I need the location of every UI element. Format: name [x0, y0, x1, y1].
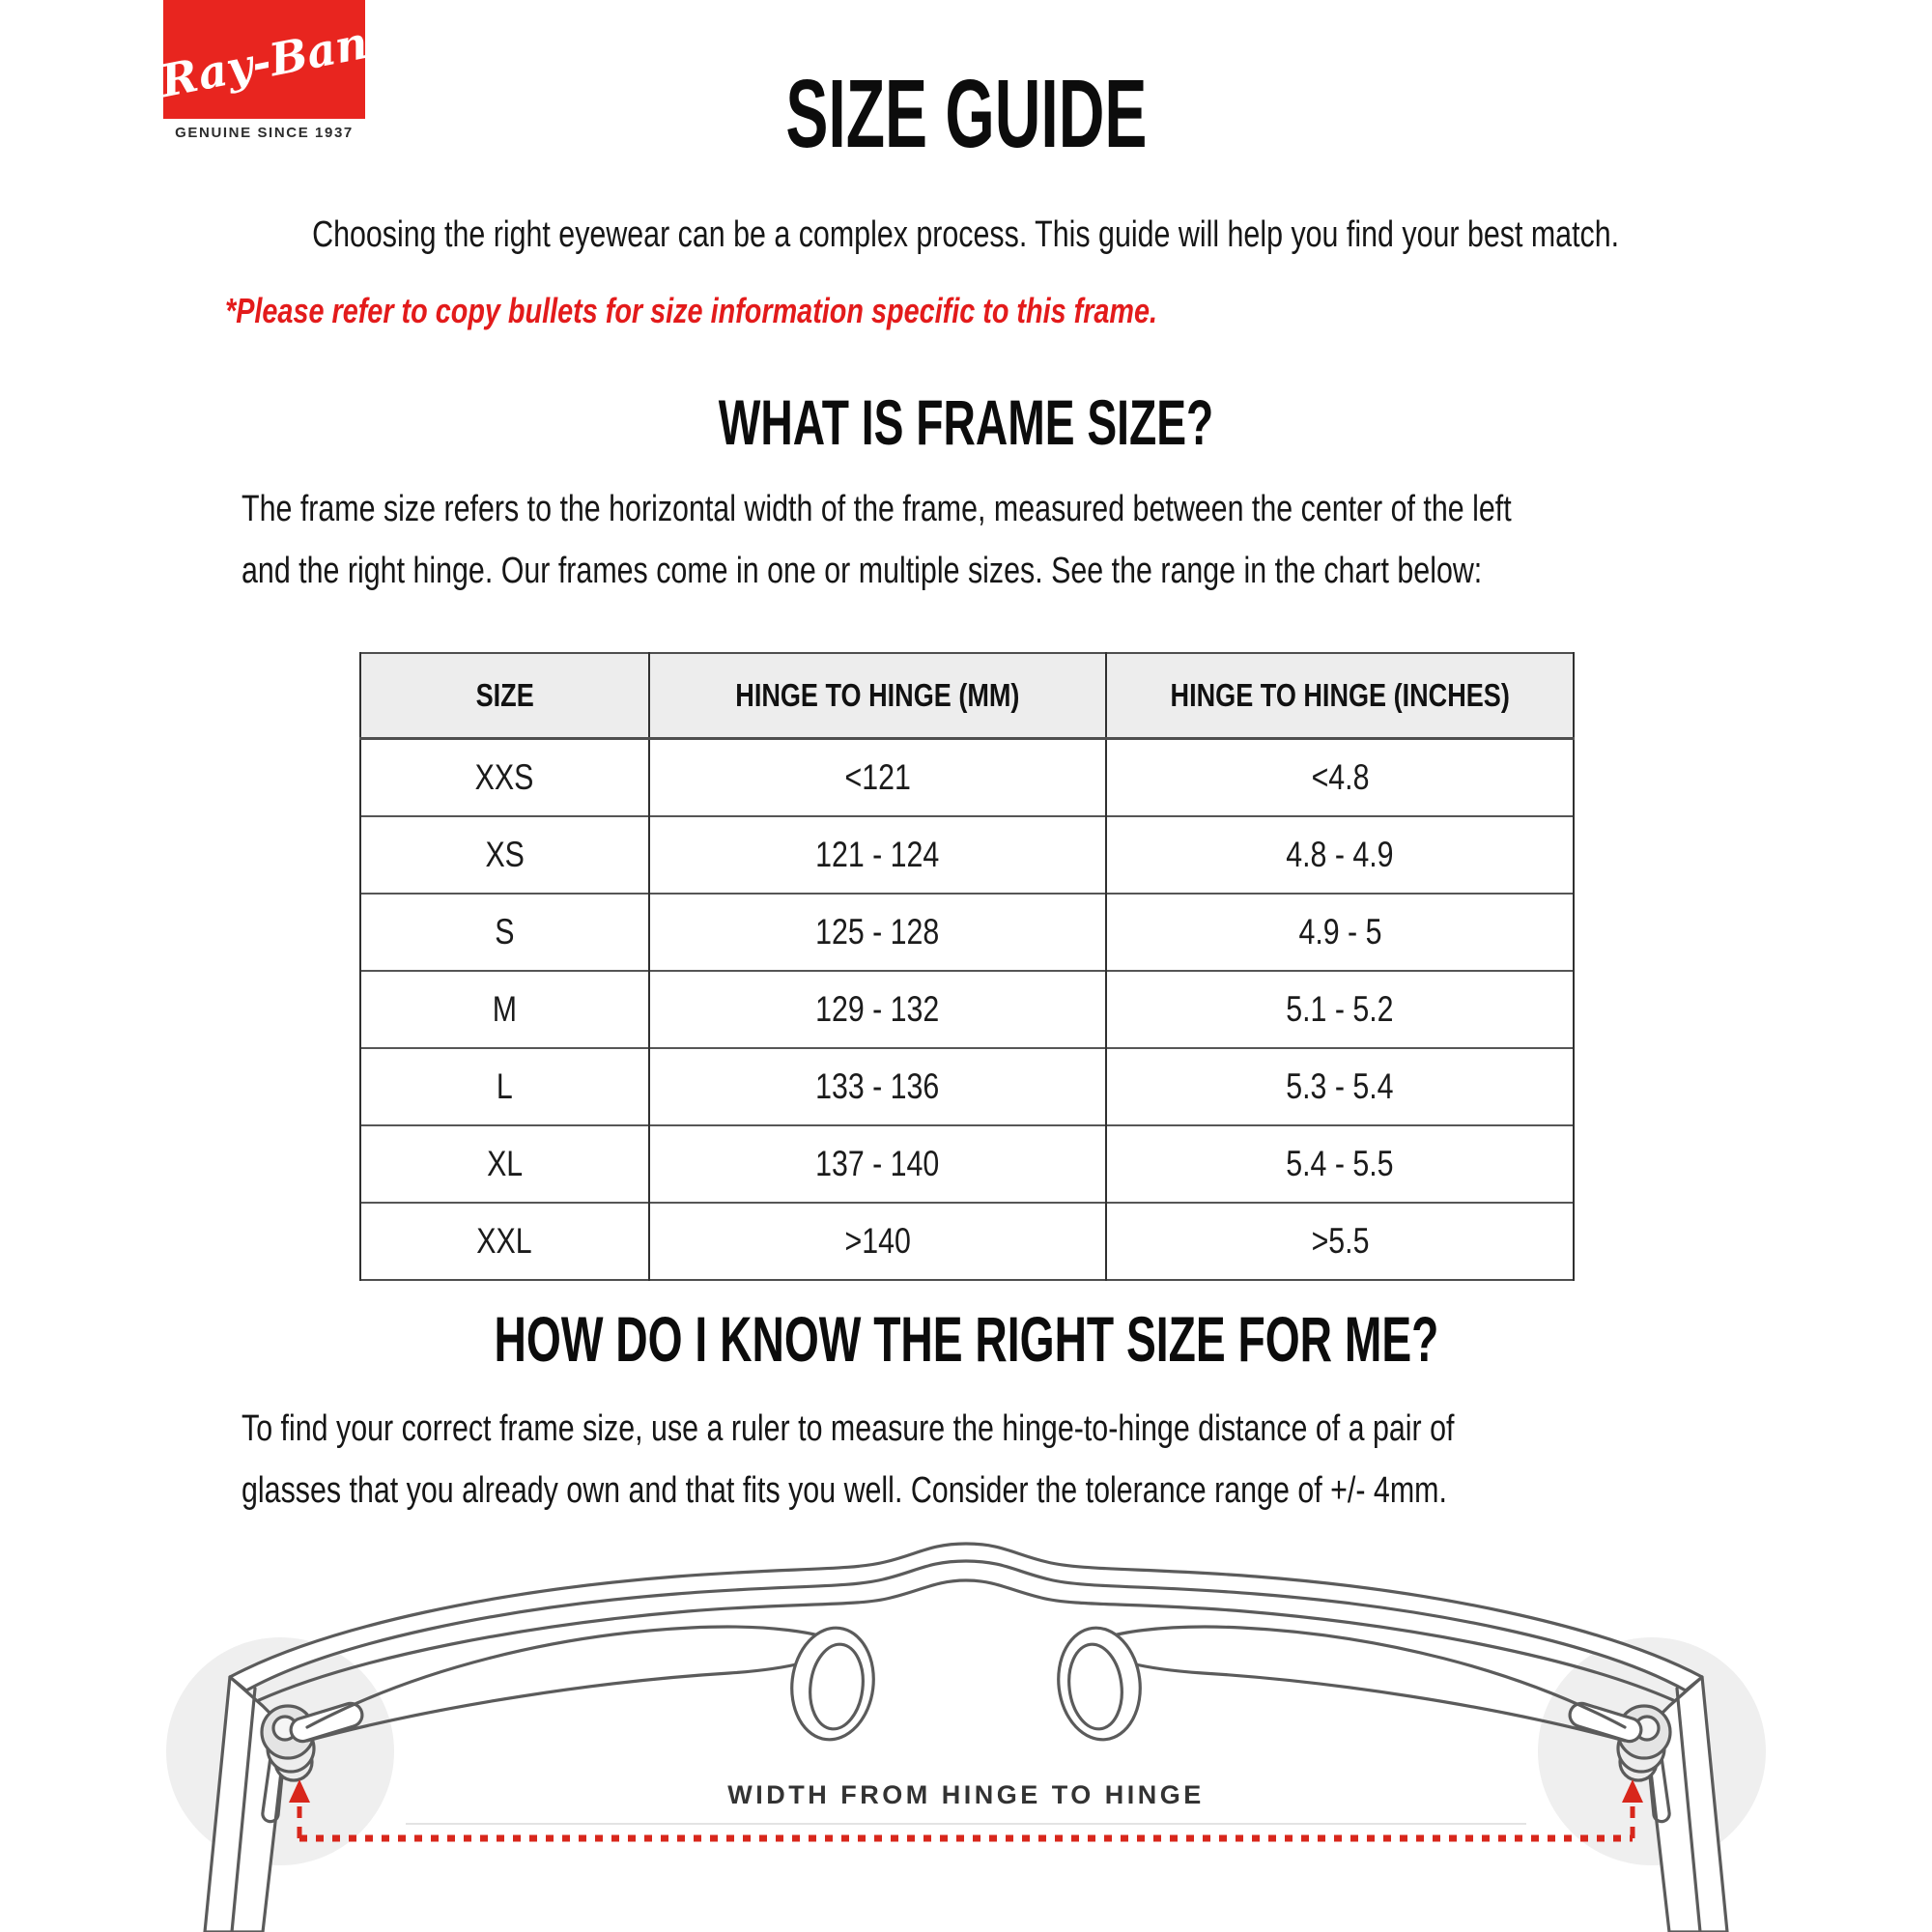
table-row-xxl: XXL >140 >5.5 [359, 1202, 1575, 1280]
frame-size-paragraph-line-2: and the right hinge. Our frames come in … [242, 540, 1829, 602]
size-value: XXS [475, 757, 534, 797]
inches-cell: 4.9 - 5 [1105, 893, 1575, 971]
size-cell: L [359, 1047, 650, 1125]
inches-cell: >5.5 [1105, 1202, 1575, 1280]
size-value: XXL [476, 1221, 533, 1261]
mm-value: 133 - 136 [815, 1066, 940, 1106]
inches-value: 4.9 - 5 [1298, 912, 1382, 952]
size-table-header-row: SIZE HINGE TO HINGE (MM) HINGE TO HINGE … [359, 653, 1575, 740]
note-text-line: *Please refer to copy bullets for size i… [225, 291, 1158, 330]
temple-tip-loop [261, 1748, 285, 1824]
inches-cell: 5.3 - 5.4 [1105, 1047, 1575, 1125]
left-temple-and-hinge [166, 1637, 394, 1932]
size-table: SIZE HINGE TO HINGE (MM) HINGE TO HINGE … [359, 652, 1575, 1281]
size-cell: XS [359, 815, 650, 894]
inches-value: 4.8 - 4.9 [1286, 835, 1394, 874]
size-value: S [495, 912, 515, 952]
size-value: L [497, 1066, 513, 1106]
frame-size-paragraph-line-1: The frame size refers to the horizontal … [242, 478, 1829, 540]
frame-size-line-1-text: The frame size refers to the horizontal … [242, 489, 1512, 529]
mm-cell: 121 - 124 [647, 815, 1108, 894]
inches-value: <4.8 [1311, 757, 1370, 797]
inches-cell: 5.1 - 5.2 [1105, 970, 1575, 1048]
column-header-hinge-inches-text: HINGE TO HINGE (INCHES) [1170, 677, 1510, 713]
frame-size-line-2-text: and the right hinge. Our frames come in … [242, 551, 1483, 591]
mm-cell: 133 - 136 [647, 1047, 1108, 1125]
section-heading-right-size: HOW DO I KNOW THE RIGHT SIZE FOR ME? [0, 1307, 1932, 1371]
column-header-hinge-mm: HINGE TO HINGE (MM) [647, 653, 1108, 740]
inches-value: >5.5 [1311, 1221, 1370, 1261]
size-cell: XXS [359, 737, 650, 816]
inches-value: 5.1 - 5.2 [1286, 989, 1394, 1029]
brow-line [257, 1578, 1675, 1702]
hinge-width-measurement [289, 1779, 1643, 1842]
table-row-s: S 125 - 128 4.9 - 5 [359, 893, 1575, 971]
section-heading-frame-size: WHAT IS FRAME SIZE? [0, 390, 1932, 454]
mm-cell: 125 - 128 [647, 893, 1108, 971]
page-title: SIZE GUIDE [0, 66, 1932, 162]
table-row-xl: XL 137 - 140 5.4 - 5.5 [359, 1124, 1575, 1203]
mm-value: 137 - 140 [815, 1144, 940, 1183]
left-lens-and-nosepad [289, 1625, 875, 1744]
mm-cell: >140 [647, 1202, 1108, 1280]
temple-edge-line [230, 1687, 257, 1932]
intro-text: Choosing the right eyewear can be a comp… [0, 214, 1932, 256]
inches-value: 5.3 - 5.4 [1286, 1066, 1394, 1106]
logo-tagline: GENUINE SINCE 1937 [175, 125, 354, 141]
inches-cell: <4.8 [1105, 737, 1575, 816]
size-table-container: SIZE HINGE TO HINGE (MM) HINGE TO HINGE … [359, 652, 1575, 1281]
left-up-arrow-icon [289, 1779, 310, 1803]
mm-value: <121 [844, 757, 911, 797]
size-value: XL [486, 1144, 524, 1183]
mm-value: >140 [844, 1221, 911, 1261]
right-size-paragraph-line-1: To find your correct frame size, use a r… [242, 1398, 1757, 1460]
table-row-xs: XS 121 - 124 4.8 - 4.9 [359, 815, 1575, 894]
note-text: *Please refer to copy bullets for size i… [225, 291, 1390, 331]
mm-value: 121 - 124 [815, 835, 940, 874]
column-header-hinge-mm-text: HINGE TO HINGE (MM) [735, 677, 1020, 713]
mm-value: 129 - 132 [815, 989, 940, 1029]
mm-cell: 137 - 140 [647, 1124, 1108, 1203]
right-size-line-1-text: To find your correct frame size, use a r… [242, 1408, 1455, 1449]
frame-size-paragraph: The frame size refers to the horizontal … [242, 478, 1829, 602]
inches-cell: 4.8 - 4.9 [1105, 815, 1575, 894]
mm-value: 125 - 128 [815, 912, 940, 952]
column-header-size-text: SIZE [475, 677, 534, 713]
section-heading-frame-size-text: WHAT IS FRAME SIZE? [718, 386, 1214, 458]
inches-value: 5.4 - 5.5 [1286, 1144, 1394, 1183]
rayban-logo-script: Ray-Ban [155, 16, 372, 108]
table-row-xxs: XXS <121 <4.8 [359, 737, 1575, 816]
frame-front-band [228, 1542, 1704, 1692]
page-title-text: SIZE GUIDE [784, 60, 1148, 168]
column-header-size: SIZE [359, 653, 650, 740]
nose-pad-inner [809, 1642, 865, 1731]
mm-cell: <121 [647, 737, 1108, 816]
section-heading-right-size-text: HOW DO I KNOW THE RIGHT SIZE FOR ME? [494, 1303, 1438, 1375]
inches-cell: 5.4 - 5.5 [1105, 1124, 1575, 1203]
lens-top-curve [305, 1625, 844, 1729]
table-row-l: L 133 - 136 5.3 - 5.4 [359, 1047, 1575, 1125]
size-cell: M [359, 970, 650, 1048]
hinge-barrel [260, 1704, 316, 1782]
hinge-width-caption: WIDTH FROM HINGE TO HINGE [727, 1780, 1205, 1809]
size-cell: XXL [359, 1202, 650, 1280]
glasses-top-view-illustration [166, 1542, 1768, 1932]
rayban-logo: Ray-Ban [155, 0, 372, 119]
right-size-paragraph: To find your correct frame size, use a r… [242, 1398, 1757, 1521]
size-value: M [492, 989, 518, 1029]
size-cell: S [359, 893, 650, 971]
right-size-paragraph-line-2: glasses that you already own and that fi… [242, 1460, 1757, 1521]
intro-text-line: Choosing the right eyewear can be a comp… [312, 214, 1620, 255]
right-size-line-2-text: glasses that you already own and that fi… [242, 1470, 1447, 1511]
size-cell: XL [359, 1124, 650, 1203]
right-up-arrow-icon [1622, 1779, 1643, 1803]
table-row-m: M 129 - 132 5.1 - 5.2 [359, 970, 1575, 1048]
size-value: XS [485, 835, 525, 874]
column-header-hinge-inches: HINGE TO HINGE (INCHES) [1105, 653, 1575, 740]
mm-cell: 129 - 132 [647, 970, 1108, 1048]
